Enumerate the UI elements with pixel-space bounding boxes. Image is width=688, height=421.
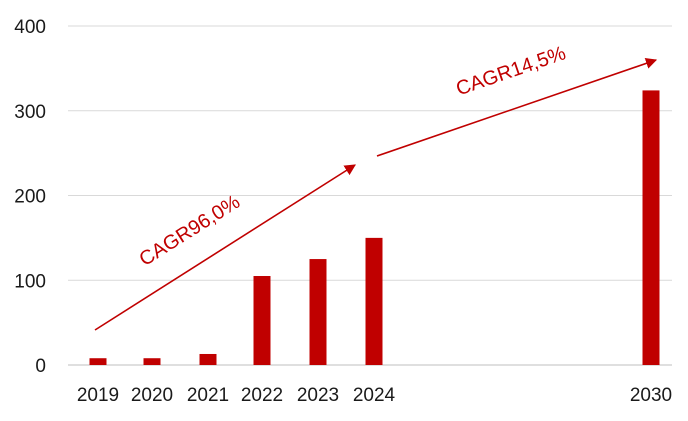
x-axis-ticks: 2019 2020 2021 2022 2023 2024 2030 [77, 385, 672, 406]
gridlines [68, 25, 672, 366]
y-tick-label: 200 [14, 187, 46, 208]
bar-2024 [365, 237, 383, 365]
y-axis-ticks: 0 100 200 300 400 [14, 17, 46, 377]
x-tick-label: 2019 [77, 385, 119, 406]
x-tick-label: 2030 [630, 385, 672, 406]
cagr-label: CAGR14,5% [453, 42, 569, 100]
bar-2022 [253, 276, 271, 365]
x-tick-label: 2024 [353, 385, 396, 406]
bar-2021 [199, 353, 217, 365]
bars [89, 90, 660, 365]
x-tick-label: 2020 [131, 385, 173, 406]
x-tick-label: 2023 [297, 385, 339, 406]
cagr-arrow [94, 164, 356, 331]
y-tick-label: 400 [14, 17, 46, 38]
y-tick-label: 0 [35, 356, 46, 377]
bar-2020 [143, 358, 161, 365]
y-tick-label: 100 [14, 271, 46, 292]
y-tick-label: 300 [14, 102, 46, 123]
x-tick-label: 2022 [241, 385, 283, 406]
cagr-arrow [376, 57, 658, 157]
cagr-label: CAGR96,0% [136, 191, 245, 271]
bar-2019 [89, 358, 107, 365]
x-tick-label: 2021 [187, 385, 229, 406]
bar-2023 [309, 259, 327, 365]
bar-2030 [642, 90, 660, 365]
